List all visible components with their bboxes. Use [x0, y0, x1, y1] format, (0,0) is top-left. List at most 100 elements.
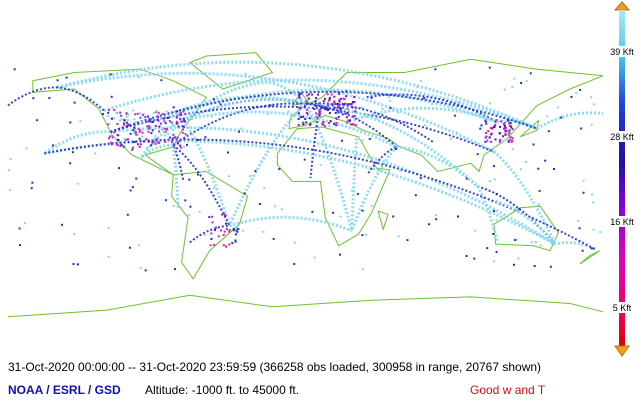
observation	[172, 145, 175, 148]
flight-track	[309, 105, 322, 179]
observation	[146, 115, 149, 118]
observation	[124, 138, 127, 141]
observation	[346, 107, 349, 110]
coastline	[188, 52, 274, 90]
observation	[315, 97, 317, 99]
observation	[180, 146, 183, 149]
observation	[181, 131, 184, 134]
observation	[272, 237, 275, 240]
observation	[258, 203, 261, 205]
observation	[515, 238, 518, 241]
observation	[137, 143, 139, 146]
legend-label: 5 Kft	[613, 303, 632, 313]
observation	[159, 122, 162, 125]
observation	[511, 148, 514, 151]
observation	[31, 181, 34, 184]
observation	[228, 243, 231, 246]
flight-track	[229, 215, 353, 233]
observations	[8, 66, 602, 272]
observation	[570, 95, 573, 98]
flight-track	[110, 105, 495, 153]
observation	[346, 111, 349, 114]
observation	[341, 106, 344, 109]
observation	[123, 119, 126, 122]
observation	[158, 168, 161, 171]
observation	[110, 95, 113, 98]
observation	[209, 244, 212, 247]
observation	[174, 268, 176, 271]
observation	[154, 135, 157, 138]
observation	[484, 136, 487, 139]
observation	[228, 230, 231, 233]
flight-track	[57, 86, 105, 112]
observation	[214, 229, 216, 232]
observation	[590, 247, 593, 250]
observation	[389, 107, 392, 109]
observation	[328, 99, 331, 102]
observation	[551, 242, 553, 245]
observation	[181, 125, 184, 128]
observation	[135, 177, 138, 180]
observation	[482, 111, 485, 114]
observation	[322, 106, 325, 109]
observation	[322, 99, 325, 102]
observation	[116, 134, 119, 137]
flight-track	[44, 139, 556, 246]
colorbar	[619, 10, 625, 346]
observation	[293, 241, 296, 244]
observation	[141, 131, 144, 134]
observation	[225, 222, 227, 225]
observation	[164, 122, 167, 125]
observation	[120, 118, 123, 121]
observation	[171, 124, 174, 127]
observation	[315, 112, 318, 115]
observation	[234, 240, 237, 243]
observation	[23, 222, 26, 225]
observation	[187, 214, 190, 217]
altitude-range: Altitude: -1000 ft. to 45000 ft.	[145, 383, 299, 397]
observation	[328, 112, 331, 114]
flight-track	[304, 103, 354, 232]
observation	[392, 215, 395, 218]
observation	[131, 109, 134, 112]
observation	[302, 123, 305, 126]
observation	[240, 127, 243, 130]
observation	[337, 111, 340, 114]
observation	[483, 113, 486, 116]
observation	[171, 122, 174, 125]
observation	[210, 232, 213, 235]
colorbar-bottom-cap	[614, 345, 630, 357]
observation	[65, 76, 68, 79]
observation	[119, 144, 122, 147]
observation	[223, 213, 226, 215]
observation	[213, 243, 216, 246]
observation	[172, 115, 175, 118]
observation	[333, 100, 336, 103]
observation	[517, 257, 520, 260]
flight-track	[554, 241, 596, 251]
observation	[129, 132, 132, 135]
observation	[69, 121, 72, 124]
observation	[354, 124, 357, 127]
observation	[145, 138, 148, 141]
observation	[352, 115, 355, 118]
observation	[172, 133, 175, 136]
observation	[347, 119, 350, 122]
observation	[308, 93, 310, 96]
observation	[125, 116, 128, 119]
observation	[326, 107, 329, 110]
observation	[175, 120, 178, 123]
observation	[138, 145, 141, 148]
observation	[13, 68, 16, 71]
legend-label: 16 Kft	[610, 217, 634, 227]
observation	[416, 85, 419, 88]
observation	[138, 244, 141, 247]
observation	[249, 175, 252, 177]
observation	[109, 73, 112, 76]
observation	[345, 116, 348, 119]
observation	[331, 104, 334, 107]
observation	[266, 113, 269, 115]
observation	[73, 101, 76, 104]
observation	[71, 151, 74, 154]
observation	[488, 66, 491, 69]
